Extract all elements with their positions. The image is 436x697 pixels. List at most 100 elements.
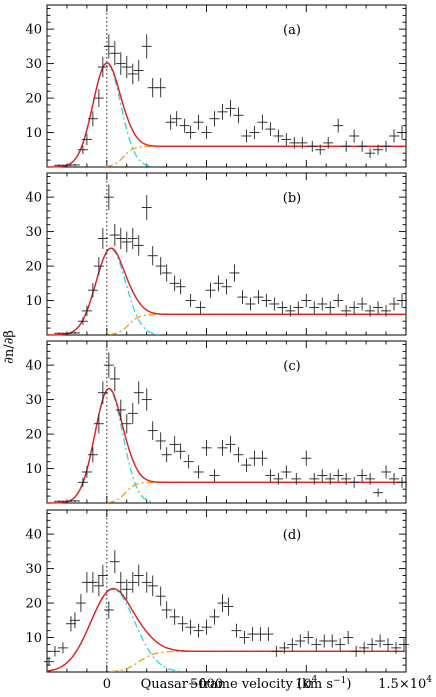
- data-point: [183, 454, 194, 469]
- total-model-curve: [47, 62, 406, 168]
- data-point: [225, 100, 236, 117]
- data-point: [333, 293, 344, 308]
- data-point: [367, 638, 378, 651]
- data-point: [373, 488, 384, 497]
- data-point: [281, 133, 292, 146]
- data-point: [263, 627, 274, 641]
- data-point: [209, 111, 220, 127]
- data-point: [93, 414, 104, 434]
- total-model-curve: [47, 387, 406, 504]
- data-point: [301, 450, 312, 466]
- data-point: [115, 52, 126, 75]
- panel-label: (c): [283, 359, 300, 374]
- data-point: [265, 469, 276, 482]
- data-point: [43, 657, 54, 666]
- data-point: [97, 56, 108, 78]
- data-point: [65, 616, 76, 632]
- data-point: [315, 144, 326, 155]
- data-point: [57, 642, 68, 654]
- y-tick-label: 20: [25, 260, 42, 275]
- data-point: [205, 282, 216, 298]
- data-point: [133, 235, 144, 256]
- data-point: [359, 642, 370, 654]
- y-tick-label: 20: [25, 597, 42, 612]
- data-point: [335, 638, 346, 651]
- y-tick-label: 40: [25, 359, 42, 374]
- data-point: [381, 305, 392, 317]
- panel-label: (d): [283, 528, 301, 543]
- data-point: [273, 473, 284, 485]
- y-tick-label: 20: [25, 428, 42, 443]
- x-tick-label-base: 1.5×10: [378, 677, 426, 692]
- data-point: [77, 317, 88, 326]
- data-point: [287, 638, 298, 651]
- data-point: [133, 564, 144, 587]
- data-point: [273, 129, 284, 143]
- data-point: [81, 466, 92, 478]
- panel-1: 10 20 30 40 (a): [25, 4, 408, 168]
- x-tick-label: 104: [295, 675, 318, 692]
- data-point: [257, 450, 268, 466]
- data-point: [201, 125, 212, 140]
- data-point: [121, 414, 132, 434]
- data-point: [147, 421, 158, 440]
- data-point: [109, 224, 120, 247]
- data-point: [201, 439, 212, 456]
- data-point: [365, 473, 376, 485]
- data-point: [223, 597, 234, 616]
- data-point: [317, 297, 328, 311]
- data-point: [127, 63, 138, 85]
- data-point: [93, 89, 104, 108]
- data-point: [121, 231, 132, 253]
- data-point: [103, 184, 114, 210]
- data-point: [397, 476, 408, 488]
- data-point: [389, 473, 400, 485]
- y-tick-label: 10: [25, 462, 42, 477]
- data-point: [245, 297, 256, 311]
- data-point: [175, 279, 186, 295]
- data-point: [103, 34, 114, 59]
- data-point: [155, 432, 166, 450]
- y-tick-label: 30: [25, 393, 42, 408]
- data-point: [327, 634, 338, 648]
- data-point: [103, 352, 114, 378]
- data-point: [161, 264, 172, 282]
- x-tick-labels: 0 5000 104 1.5×104: [103, 675, 433, 692]
- data-point: [97, 228, 108, 249]
- data-point: [103, 601, 114, 619]
- data-point: [341, 473, 352, 485]
- data-point: [121, 56, 132, 79]
- data-point: [93, 257, 104, 276]
- data-point: [365, 148, 376, 159]
- data-point: [141, 34, 152, 59]
- data-point: [109, 550, 120, 574]
- data-point: [389, 129, 400, 143]
- data-point: [261, 293, 272, 308]
- data-point: [357, 297, 368, 311]
- data-point: [201, 619, 212, 635]
- data-point: [127, 403, 138, 424]
- data-point: [127, 227, 138, 250]
- data-point: [341, 140, 352, 152]
- data-point: [169, 436, 180, 453]
- data-point: [297, 137, 308, 149]
- panel-2: 10 20 30 40 (b): [25, 172, 408, 336]
- data-point: [209, 469, 220, 482]
- data-point: [209, 608, 220, 625]
- data-point: [147, 246, 158, 266]
- x-tick-label-base: 0: [103, 677, 111, 692]
- data-point: [155, 257, 166, 276]
- data-point: [213, 275, 224, 292]
- data-point: [69, 612, 80, 629]
- data-point: [69, 163, 80, 166]
- data-point: [349, 476, 360, 488]
- data-point: [383, 638, 394, 651]
- data-point: [147, 575, 158, 597]
- data-point: [333, 118, 344, 133]
- data-point: [399, 638, 410, 651]
- data-point: [175, 443, 186, 460]
- data-point: [381, 465, 392, 479]
- data-point: [225, 436, 236, 453]
- data-point: [97, 381, 108, 405]
